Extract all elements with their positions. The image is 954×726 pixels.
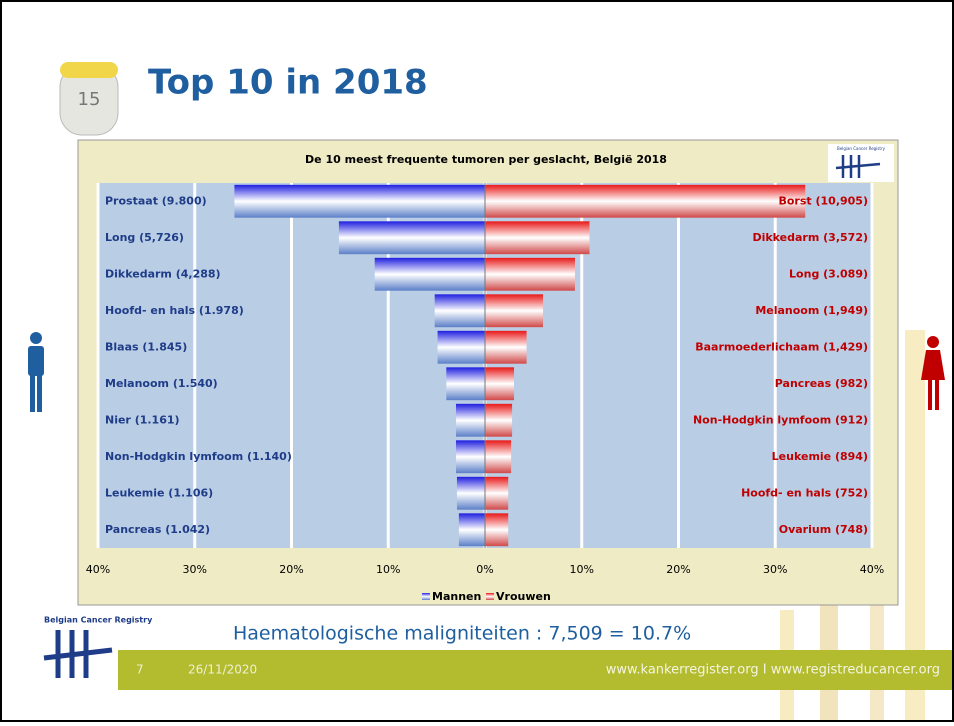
x-tick-label: 20% — [279, 563, 303, 576]
category-label: Long (3.089) — [789, 267, 868, 280]
bar — [485, 403, 513, 437]
category-label: Hoofd- en hals (1.978) — [105, 304, 244, 317]
chart-logo-text: Belgian Cancer Registry — [837, 146, 886, 151]
category-label: Long (5,726) — [105, 231, 184, 244]
legend-swatch — [422, 593, 430, 600]
page-number: 7 — [136, 663, 144, 677]
bar — [456, 476, 485, 510]
category-label: Melanoom (1,949) — [755, 304, 868, 317]
woman-icon — [921, 336, 945, 410]
legend-label: Vrouwen — [496, 590, 551, 603]
category-label: Blaas (1.845) — [105, 340, 187, 353]
man-icon — [28, 332, 44, 412]
bar — [485, 330, 527, 364]
bar — [485, 294, 544, 328]
category-label: Pancreas (982) — [775, 377, 868, 390]
x-tick-label: 30% — [763, 563, 787, 576]
category-label: Non-Hodgkin lymfoom (1.140) — [105, 450, 292, 463]
bar — [485, 440, 512, 474]
x-tick-label: 40% — [86, 563, 110, 576]
bar — [446, 367, 485, 401]
x-tick-label: 10% — [570, 563, 594, 576]
category-label: Borst (10,905) — [778, 194, 868, 207]
bar — [485, 367, 515, 401]
bar — [437, 330, 485, 364]
bar — [485, 221, 590, 255]
x-tick-label: 20% — [666, 563, 690, 576]
legend-label: Mannen — [432, 590, 481, 603]
bar — [455, 403, 485, 437]
chart: 40% 30% 20% 10% 0% 10% 20% 30% 40% Prostaat (9.80… — [86, 183, 884, 603]
bar — [485, 257, 575, 291]
website: www.kankerregister.org I www.registreduc… — [606, 663, 940, 678]
category-label: Prostaat (9.800) — [105, 194, 207, 207]
chart-logo-mark — [835, 155, 881, 178]
x-tick-label: 30% — [183, 563, 207, 576]
category-label: Dikkedarm (4,288) — [105, 267, 221, 280]
category-label: Leukemie (1.106) — [105, 486, 213, 499]
category-label: Nier (1.161) — [105, 413, 180, 426]
footer-band — [118, 650, 952, 690]
chart-logo-box — [828, 144, 894, 182]
category-label: Ovarium (748) — [779, 523, 868, 536]
footer-logo-text: Belgian Cancer Registry — [44, 616, 153, 625]
bar — [485, 513, 509, 547]
slide-title: Top 10 in 2018 — [148, 63, 428, 103]
bar — [338, 221, 485, 255]
category-label: Hoofd- en hals (752) — [741, 486, 868, 499]
chart-title: De 10 meest frequente tumoren per geslac… — [305, 153, 667, 166]
bar — [234, 184, 485, 218]
bar — [434, 294, 485, 328]
bar — [455, 440, 485, 474]
category-label: Baarmoederlichaam (1,429) — [695, 340, 868, 353]
bar — [485, 184, 806, 218]
bar — [485, 476, 509, 510]
footer-logo-mark — [43, 630, 113, 678]
milestone-number: 15 — [78, 89, 101, 110]
category-label: Pancreas (1.042) — [105, 523, 210, 536]
note: Haematologische maligniteiten : 7,509 = … — [233, 623, 691, 645]
x-tick-label: 0% — [476, 563, 493, 576]
bar — [374, 257, 485, 291]
category-label: Non-Hodgkin lymfoom (912) — [693, 413, 868, 426]
category-label: Leukemie (894) — [772, 450, 868, 463]
x-tick-label: 10% — [376, 563, 400, 576]
milestone-top — [60, 62, 118, 78]
bar — [458, 513, 485, 547]
category-label: Dikkedarm (3,572) — [752, 231, 868, 244]
date: 26/11/2020 — [188, 663, 257, 677]
legend-swatch — [486, 593, 494, 600]
x-tick-label: 40% — [860, 563, 884, 576]
category-label: Melanoom (1.540) — [105, 377, 218, 390]
